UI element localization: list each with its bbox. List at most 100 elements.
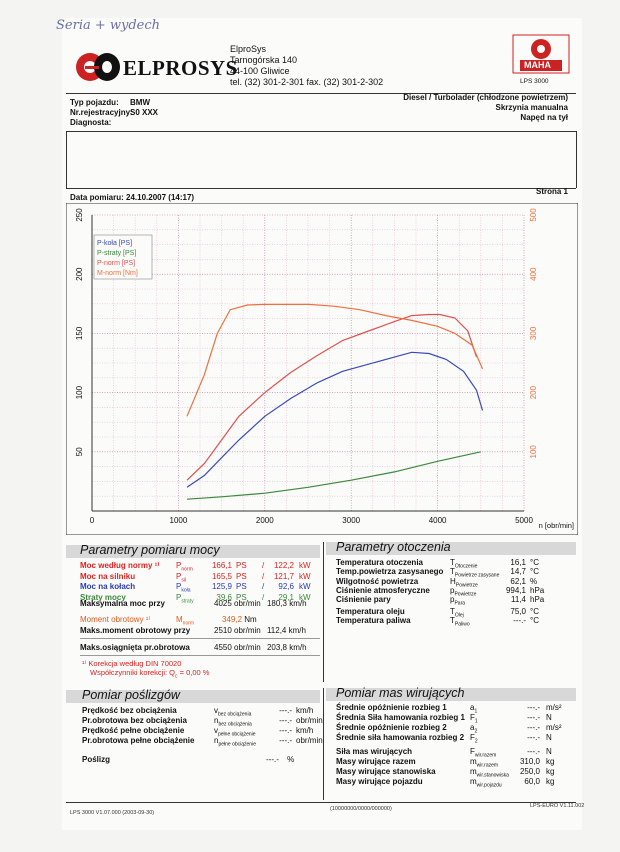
ambient-title-bar <box>326 542 576 555</box>
torque-symbol: Mnorm <box>176 615 195 627</box>
power-row-ps-unit: PS <box>236 571 247 581</box>
slip_params-row-value: ---.- <box>279 726 292 735</box>
series-line-3 <box>186 303 484 417</box>
mass_params-row-symbol: mwir.pojazdu <box>470 777 502 789</box>
power-row-slash: / <box>262 571 265 581</box>
ambient_params-row-symbol: TOlej <box>450 607 464 619</box>
max-torque-label: Maks.moment obrotowy przy <box>80 626 191 635</box>
mass_params-row-unit: N <box>546 747 552 756</box>
elprosys-logo-icon <box>76 53 120 81</box>
x-axis-label: n [obr/min] <box>539 521 574 530</box>
elprosys-logo: ELPROSYS <box>75 48 237 86</box>
mass_params-row-symbol: a2 <box>470 723 477 735</box>
power-row-ps: 166,1 <box>211 561 232 570</box>
slip_params-row-symbol-sub: bez obciążenia <box>218 711 252 718</box>
maha-logo-icon <box>512 34 570 74</box>
mass_params-row-symbol-sub: 1 <box>474 718 478 725</box>
slip_params-row-symbol-sub: pełne obciążenie <box>218 741 256 748</box>
power-row-ps-unit: PS <box>236 592 247 602</box>
y-tick-label: 150 <box>75 326 84 340</box>
mass_params-row-label: Siła mas wirujących <box>336 747 413 756</box>
mass_params-row-label: Masy wirujące stanowiska <box>336 767 436 776</box>
gearbox-type: Skrzynia manualna <box>495 103 568 112</box>
torque-value: 349,2 Nm <box>222 615 257 624</box>
power-row-label: Moc według normy ¹⁾ <box>80 561 160 570</box>
legend-entry: P-norm [PS] <box>97 260 135 267</box>
x-tick-label: 2000 <box>256 516 274 525</box>
slip_params-row-label: Prędkość pełne obciążenie <box>82 726 185 735</box>
power-params-title: Parametry pomiaru mocy <box>80 543 220 557</box>
power-row-symbol-sub: norm <box>181 566 193 573</box>
legend-entry: M-norm [Nm] <box>97 270 138 277</box>
vehicle-type-label: Typ pojazdu: <box>70 98 119 107</box>
vehicle-type-value: BMW <box>130 98 150 107</box>
mass_params-row-unit: N <box>546 733 552 742</box>
vehicle-reg-value: S0 XXX <box>130 108 159 117</box>
power-row-symbol-sub: sil <box>181 577 187 584</box>
y-right-tick-label: 500 <box>529 208 538 222</box>
mass_params-row-unit: m/s² <box>546 703 562 712</box>
y-tick-label: 50 <box>75 447 84 456</box>
mass_params-row-symbol-sub: wir.pojazdu <box>476 782 502 789</box>
power-row-ps: 125,9 <box>211 582 232 591</box>
slip-params-title: Pomiar poślizgów <box>82 688 180 702</box>
y-right-tick-label: 100 <box>529 445 538 459</box>
info-box-left <box>66 131 67 188</box>
mass_params-row-symbol: F2 <box>470 733 478 745</box>
y-tick-label: 100 <box>75 385 84 399</box>
max-torque-values: 2510 obr/min 112,4 km/h <box>214 626 306 635</box>
power-row-kw-unit: kW <box>299 561 311 570</box>
x-tick-label: 5000 <box>515 516 533 525</box>
mass_params-row-value: 250,0 <box>519 767 540 776</box>
slip-label: Poślizg <box>82 755 111 764</box>
ambient_params-row-value: 14,7 <box>510 567 526 577</box>
ambient_params-row-label: Temperatura oleju <box>336 606 405 616</box>
power-row-label: Straty mocy <box>80 592 126 602</box>
correction-factor: Współczynniki korekcji: Qc = 0,00 % <box>90 668 210 680</box>
y-right-tick-label: 400 <box>529 267 538 281</box>
mass_params-row-value: ---.- <box>527 733 540 742</box>
ambient_params-row-symbol-sub: Paliwo <box>454 621 470 628</box>
ambient_params-row-symbol: TPaliwo <box>450 616 470 628</box>
mass_params-row-symbol-sub: wir.razem <box>476 762 499 769</box>
power-row-symbol-letter: P <box>176 571 182 581</box>
y-tick-label: 200 <box>75 267 84 281</box>
max-power-rpm: 4025 obr/min 180,3 km/h <box>214 599 307 608</box>
y-right-tick-label: 300 <box>529 326 538 340</box>
slip_params-row-label: Pr.obrotowa bez obciążenia <box>82 716 187 725</box>
ambient_params-row-label: Temp.powietrza zasysanego <box>336 567 444 577</box>
section-divider-2 <box>323 688 324 800</box>
ambient_params-row-value: 11,4 <box>511 595 526 605</box>
mass_params-row-unit: m/s² <box>546 723 562 732</box>
power-row-kw: 121,7 <box>273 571 294 581</box>
slip_params-row-symbol-letter: v <box>214 706 218 715</box>
vehicle-reg-label: Nr.rejestracyjny: <box>70 108 133 117</box>
company-address: ElproSys Tarnogórska 140 44-100 Gliwice … <box>230 44 383 88</box>
power-row-kw-unit: kW <box>299 571 311 581</box>
ambient_params-row-unit: °C <box>530 567 539 577</box>
power-row-label: Moc na silniku <box>80 571 136 581</box>
maha-logo: MAHA <box>512 34 570 96</box>
ambient_params-row-symbol: TPowietrze zasysane <box>450 567 499 579</box>
slip_params-row-value: ---.- <box>279 716 292 725</box>
section-divider <box>323 542 324 682</box>
series-line-0 <box>186 351 484 488</box>
ambient_params-row-label: Temperatura paliwa <box>336 615 411 625</box>
mass_params-row-unit: kg <box>546 757 555 766</box>
mass_params-row-symbol: mwir.stanowiska <box>470 767 509 779</box>
ambient_params-row-symbol-letter: T <box>450 558 455 567</box>
slip_params-row-symbol: vbez obciążenia <box>214 706 251 718</box>
info-box-top <box>66 131 576 132</box>
ambient_params-row-unit: °C <box>530 606 539 616</box>
company-name: ElproSys <box>230 44 267 54</box>
power-row-kw-unit: kW <box>299 582 311 591</box>
power-row-symbol: Pnorm <box>176 561 193 573</box>
power-row-symbol-letter: P <box>176 561 182 570</box>
page-number: Strona 1 <box>535 187 568 196</box>
mass_params-row-symbol-sub: 1 <box>474 708 478 715</box>
ambient_params-row-symbol-letter: p <box>450 585 455 595</box>
y-tick-label: 250 <box>75 208 84 222</box>
torque-label: Moment obrotowy ¹⁾ <box>80 615 151 624</box>
legend-entry: P-straty [PS] <box>97 250 136 257</box>
power-row-kw: 122,2 <box>273 561 294 570</box>
